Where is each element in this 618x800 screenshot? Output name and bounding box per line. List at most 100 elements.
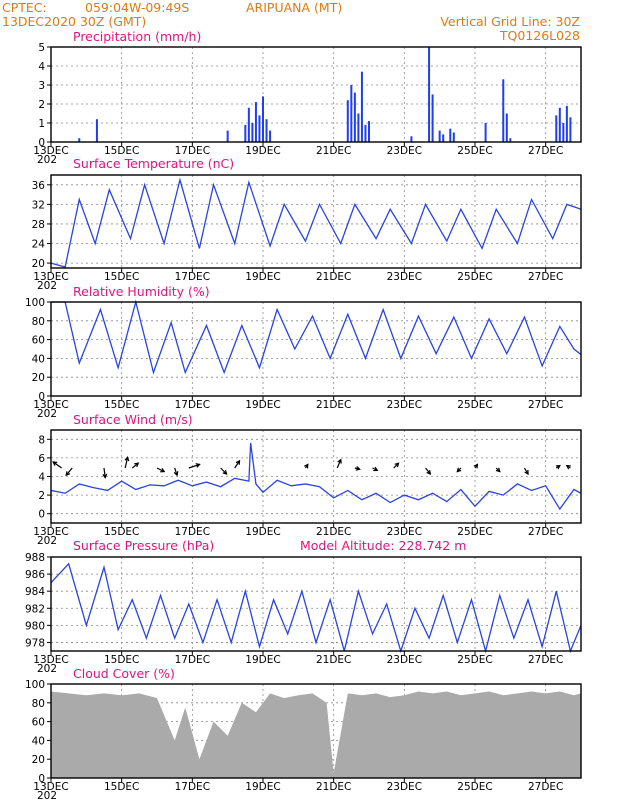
y-tick-label: 980 <box>25 620 45 632</box>
wind-arrow <box>174 467 178 476</box>
x-tick-label: 25DEC <box>457 145 492 157</box>
wind-arrowhead <box>524 469 529 476</box>
y-tick-label: 2 <box>38 99 45 111</box>
precip-bar <box>353 92 356 142</box>
x-year-label: 202 <box>37 790 57 800</box>
wind-arrowhead <box>65 471 71 477</box>
x-tick-label: 23DEC <box>387 654 422 666</box>
precip-bar <box>431 94 434 142</box>
x-tick-label: 23DEC <box>387 271 422 283</box>
y-tick-label: 0 <box>38 391 45 403</box>
wind-arrowhead <box>124 455 130 462</box>
x-tick-label: 23DEC <box>387 526 422 538</box>
y-tick-label: 60 <box>32 717 45 729</box>
temp-line <box>50 177 582 268</box>
y-tick-label: 5 <box>38 42 45 54</box>
y-tick-label: 8 <box>38 434 45 446</box>
rh-line <box>51 299 582 375</box>
y-tick-label: 3 <box>38 80 45 92</box>
header-date: 13DEC2020 30Z (GMT) <box>2 14 146 29</box>
wind-arrowhead <box>173 471 179 477</box>
y-tick-label: 20 <box>32 258 45 270</box>
y-tick-label: 20 <box>32 372 45 384</box>
x-tick-label: 17DEC <box>175 399 210 411</box>
x-tick-label: 23DEC <box>387 399 422 411</box>
precip-bar <box>442 134 445 142</box>
wind-arrowhead <box>565 464 571 470</box>
x-tick-label: 15DEC <box>104 526 139 538</box>
wind-arrowhead <box>373 466 379 472</box>
wind-arrow <box>220 467 228 475</box>
x-tick-label: 27DEC <box>528 654 563 666</box>
x-tick-label: 23DEC <box>387 781 422 793</box>
y-tick-label: 0 <box>38 773 45 785</box>
wind-line <box>50 442 582 511</box>
x-tick-label: 17DEC <box>175 145 210 157</box>
x-tick-label: 25DEC <box>457 526 492 538</box>
panel-title: Surface Pressure (hPa) <box>73 538 214 553</box>
x-tick-label: 13DEC <box>33 526 68 538</box>
x-year-label: 202 <box>37 280 57 292</box>
model-altitude: Model Altitude: 228.742 m <box>300 538 466 553</box>
x-tick-label: 27DEC <box>528 781 563 793</box>
y-tick-label: 80 <box>32 698 45 710</box>
precip-bar <box>360 71 363 142</box>
x-tick-label: 19DEC <box>245 654 280 666</box>
precip-bar <box>357 113 360 142</box>
wind-arrowhead <box>394 462 400 468</box>
panel-frame <box>50 46 582 143</box>
x-tick-label: 13DEC <box>33 781 68 793</box>
wind-arrowhead <box>222 469 228 475</box>
wind-arrow <box>336 459 342 469</box>
panel-pressure: 978 980 982 984 986 988 13DEC 15DEC 17DEC 19DEC 21… <box>25 538 582 675</box>
y-tick-label: 24 <box>32 239 46 251</box>
header-location: ARIPUANA (MT) <box>246 0 342 15</box>
x-tick-label: 15DEC <box>104 271 139 283</box>
x-tick-label: 21DEC <box>316 399 351 411</box>
x-tick-label: 23DEC <box>387 145 422 157</box>
y-tick-label: 40 <box>32 353 45 365</box>
y-tick-label: 100 <box>25 679 45 691</box>
precip-bar <box>368 121 370 142</box>
wind-arrowhead <box>160 467 166 473</box>
precip-bar <box>244 124 247 142</box>
panel-rh: 0 20 40 60 80 100 13DEC 15DEC 17DEC 19DEC 21DEC 23D… <box>25 284 582 420</box>
wind-arrow <box>52 461 62 469</box>
y-tick-label: 36 <box>32 180 46 192</box>
wind-arrowhead <box>473 463 479 469</box>
x-tick-label: 19DEC <box>245 399 280 411</box>
panel-title: Precipitation (mm/h) <box>73 29 201 44</box>
precip-bar <box>428 47 431 142</box>
precip-bar <box>364 124 367 142</box>
panel-title: Surface Temperature (nC) <box>73 156 234 171</box>
precip-bar <box>410 136 413 142</box>
precip-bar <box>565 105 568 142</box>
y-tick-label: 978 <box>25 637 45 649</box>
x-tick-label: 27DEC <box>528 526 563 538</box>
x-tick-label: 19DEC <box>245 526 280 538</box>
x-tick-label: 27DEC <box>528 271 563 283</box>
precip-bar <box>452 132 455 142</box>
x-tick-label: 21DEC <box>316 526 351 538</box>
y-tick-label: 32 <box>32 199 45 211</box>
precip-bar <box>247 107 250 142</box>
x-year-label: 202 <box>37 663 57 675</box>
y-tick-label: 28 <box>32 219 45 231</box>
y-tick-label: 20 <box>32 754 45 766</box>
precip-bar <box>346 100 349 142</box>
panel-precip: 0 1 2 3 4 5 13DEC 15DEC 17DEC 19DEC 21DEC 23DEC 25DE… <box>33 29 582 166</box>
header-coords: 059:04W-09:49S <box>85 0 189 15</box>
wind-arrowhead <box>456 467 462 473</box>
x-tick-label: 19DEC <box>245 781 280 793</box>
y-tick-label: 60 <box>32 335 45 347</box>
y-tick-label: 100 <box>25 297 45 309</box>
wind-arrowhead <box>555 464 561 470</box>
y-tick-label: 1 <box>38 118 45 130</box>
header-source: CPTEC: <box>2 0 47 15</box>
precip-bar <box>449 128 452 142</box>
x-tick-label: 19DEC <box>245 145 280 157</box>
x-tick-label: 25DEC <box>457 399 492 411</box>
y-tick-label: 988 <box>25 552 45 564</box>
x-tick-label: 19DEC <box>245 271 280 283</box>
panel-title: Surface Wind (m/s) <box>73 412 193 427</box>
